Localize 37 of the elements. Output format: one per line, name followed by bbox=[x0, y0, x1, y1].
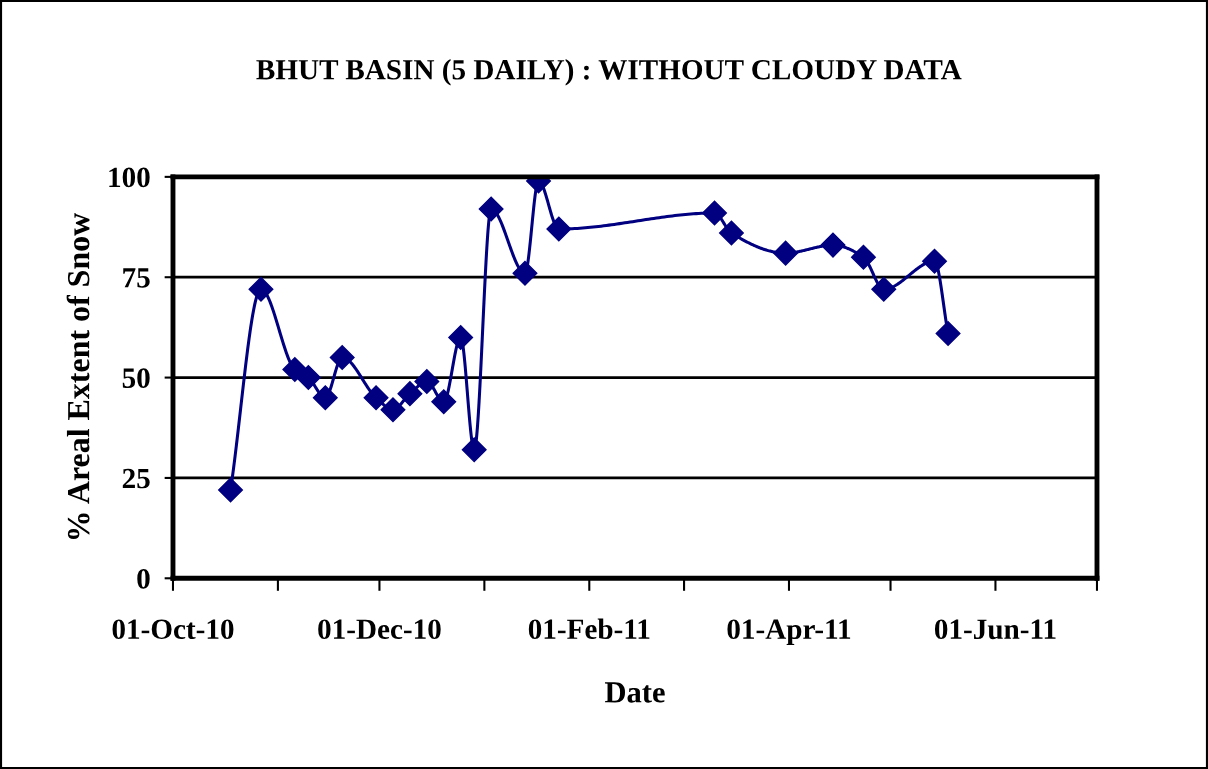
point bbox=[702, 200, 728, 226]
x-tick-label: 01-Dec-10 bbox=[318, 619, 441, 640]
point bbox=[512, 260, 538, 286]
point bbox=[820, 232, 846, 258]
y-tick-label: 0 bbox=[137, 569, 150, 589]
y-tick-label: 75 bbox=[123, 268, 150, 288]
point bbox=[718, 220, 744, 246]
x-axis-title: Date bbox=[604, 682, 665, 703]
point bbox=[312, 385, 338, 411]
x-tick-label: 01-Apr-11 bbox=[727, 619, 851, 646]
point bbox=[397, 381, 423, 407]
point bbox=[329, 345, 355, 370]
y-tick-label: 50 bbox=[122, 368, 150, 388]
point bbox=[773, 240, 799, 266]
point bbox=[448, 324, 474, 350]
point bbox=[461, 437, 487, 463]
point bbox=[414, 369, 440, 395]
chart-title: BHUT BASIN (5 DAILY) : WITHOUT CLOUDY DATA bbox=[256, 59, 962, 86]
point bbox=[431, 389, 457, 415]
y-tick-label: 100 bbox=[109, 167, 150, 188]
point bbox=[922, 248, 948, 274]
point bbox=[935, 320, 961, 346]
x-tick-label: 01-Jun-11 bbox=[934, 619, 1056, 640]
x-tick-label: 01-Oct-10 bbox=[112, 619, 234, 640]
point bbox=[546, 216, 572, 242]
y-tick-label: 25 bbox=[122, 468, 150, 489]
point bbox=[218, 477, 244, 503]
point bbox=[478, 196, 504, 222]
point bbox=[248, 276, 274, 302]
point bbox=[850, 244, 876, 270]
point bbox=[295, 365, 321, 391]
x-tick-label: 01-Feb-11 bbox=[528, 618, 650, 640]
y-axis-title: % Areal Extent of Snow bbox=[66, 212, 90, 540]
point bbox=[871, 276, 897, 302]
point bbox=[282, 357, 308, 383]
point bbox=[363, 385, 389, 411]
point bbox=[380, 397, 406, 423]
